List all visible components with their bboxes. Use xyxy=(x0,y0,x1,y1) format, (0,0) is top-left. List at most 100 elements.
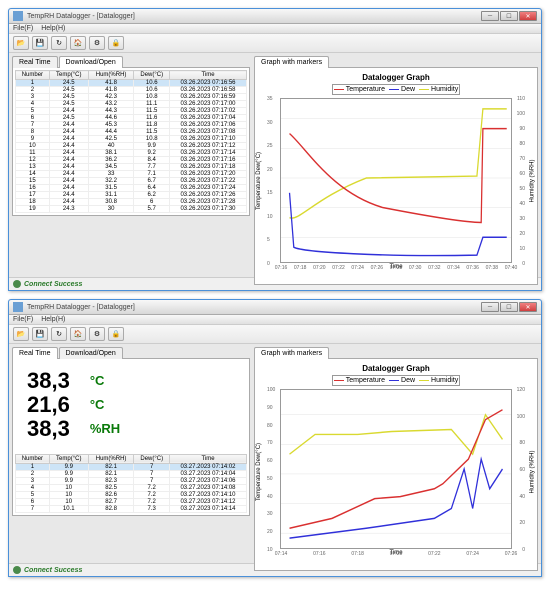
toolbar: 📂 💾 ↻ 🏠 ⚙ 🔒 xyxy=(9,34,541,53)
status-text: Connect Success xyxy=(24,281,82,288)
column-header[interactable]: Time xyxy=(170,71,247,80)
tab-realtime[interactable]: Real Time xyxy=(12,347,58,359)
save-icon[interactable]: 💾 xyxy=(32,327,48,341)
tab-graph[interactable]: Graph with markers xyxy=(254,56,329,68)
tab-realtime[interactable]: Real Time xyxy=(12,56,58,68)
titlebar[interactable]: TempRH Datalogger - [Datalogger] ─ ☐ ✕ xyxy=(9,300,541,315)
menu-help[interactable]: Help(H) xyxy=(41,25,65,32)
table-row[interactable]: 224.541.810.603.26.2023 07:16:58 xyxy=(16,87,247,94)
table-row[interactable]: 1524.432.26.703.26.2023 07:17:22 xyxy=(16,178,247,185)
table-row[interactable]: 29.982.1703.27.2023 07:14:04 xyxy=(16,470,247,477)
minimize-button[interactable]: ─ xyxy=(481,11,499,21)
table-row[interactable]: 51082.67.203.27.2023 07:14:10 xyxy=(16,491,247,498)
table-row[interactable]: 39.982.3703.27.2023 07:14:06 xyxy=(16,477,247,484)
column-header[interactable]: Dew(°C) xyxy=(134,71,170,80)
dew-reading: 21,6 xyxy=(27,393,70,417)
settings-icon[interactable]: ⚙ xyxy=(89,36,105,50)
table-row[interactable]: 1024.4409.903.26.2023 07:17:12 xyxy=(16,143,247,150)
column-header[interactable]: Hum(%RH) xyxy=(88,454,134,463)
table-row[interactable]: 124.541.810.603.26.2023 07:16:56 xyxy=(16,80,247,87)
status-icon xyxy=(13,280,21,288)
temp-reading: 38,3 xyxy=(27,369,70,393)
table-row[interactable]: 1324.434.57.703.26.2023 07:17:18 xyxy=(16,164,247,171)
table-row[interactable]: 1924.3305.703.26.2023 07:17:30 xyxy=(16,206,247,213)
menu-file[interactable]: File(F) xyxy=(13,25,33,32)
table-row[interactable]: 724.445.311.803.26.2023 07:17:06 xyxy=(16,122,247,129)
chart-area[interactable]: 10203040506070809010002040608010012007:1… xyxy=(280,389,512,549)
data-table: NumberTemp(°C)Hum(%RH)Dew(°C)Time 124.54… xyxy=(15,70,247,213)
graph-legend: Temperature Dew Humidity xyxy=(332,375,461,386)
legend-dew: Dew xyxy=(401,86,415,93)
y-axis-left-label: Temperature Dew(°C) xyxy=(256,152,262,210)
table-row[interactable]: 61082.77.203.27.2023 07:14:12 xyxy=(16,498,247,505)
table-row[interactable]: 824.444.411.503.26.2023 07:17:08 xyxy=(16,129,247,136)
column-header[interactable]: Temp(°C) xyxy=(49,71,88,80)
window-title: TempRH Datalogger - [Datalogger] xyxy=(27,13,481,20)
graph-title: Datalogger Graph xyxy=(258,73,534,82)
graph-legend: Temperature Dew Humidity xyxy=(332,84,461,95)
refresh-icon[interactable]: ↻ xyxy=(51,327,67,341)
toolbar: 📂 💾 ↻ 🏠 ⚙ 🔒 xyxy=(9,325,541,344)
menu-file[interactable]: File(F) xyxy=(13,316,33,323)
maximize-button[interactable]: ☐ xyxy=(500,302,518,312)
close-button[interactable]: ✕ xyxy=(519,302,537,312)
table-row[interactable]: 624.544.611.603.26.2023 07:17:04 xyxy=(16,115,247,122)
table-row[interactable]: 19.982.1703.27.2023 07:14:02 xyxy=(16,463,247,470)
lock-icon[interactable]: 🔒 xyxy=(108,327,124,341)
menu-help[interactable]: Help(H) xyxy=(41,316,65,323)
minimize-button[interactable]: ─ xyxy=(481,302,499,312)
table-row[interactable]: 524.444.311.503.26.2023 07:17:02 xyxy=(16,108,247,115)
table-row[interactable]: 924.442.510.803.26.2023 07:17:10 xyxy=(16,136,247,143)
app-icon xyxy=(13,11,23,21)
close-button[interactable]: ✕ xyxy=(519,11,537,21)
table-row[interactable]: 41082.57.203.27.2023 07:14:08 xyxy=(16,484,247,491)
window-title: TempRH Datalogger - [Datalogger] xyxy=(27,304,481,311)
big-readings: 38,3°C 21,6°C 38,3%RH xyxy=(15,361,247,450)
table-row[interactable]: 710.182.87.303.27.2023 07:14:14 xyxy=(16,505,247,512)
main-window-2: TempRH Datalogger - [Datalogger] ─ ☐ ✕ F… xyxy=(8,299,542,577)
open-icon[interactable]: 📂 xyxy=(13,327,29,341)
app-icon xyxy=(13,302,23,312)
status-icon xyxy=(13,566,21,574)
y-axis-right-label: Humidity (%RH) xyxy=(529,159,535,202)
table-row[interactable]: 1824.430.8603.26.2023 07:17:28 xyxy=(16,199,247,206)
column-header[interactable]: Temp(°C) xyxy=(49,454,88,463)
table-row[interactable]: 1724.431.16.203.26.2023 07:17:26 xyxy=(16,192,247,199)
tab-graph[interactable]: Graph with markers xyxy=(254,347,329,359)
table-row[interactable]: 1124.438.19.203.26.2023 07:17:14 xyxy=(16,150,247,157)
home-icon[interactable]: 🏠 xyxy=(70,36,86,50)
column-header[interactable]: Number xyxy=(16,454,50,463)
table-row[interactable]: 1424.4337.103.26.2023 07:17:20 xyxy=(16,171,247,178)
tab-download[interactable]: Download/Open xyxy=(59,347,123,359)
main-window-1: TempRH Datalogger - [Datalogger] ─ ☐ ✕ F… xyxy=(8,8,542,291)
menubar: File(F) Help(H) xyxy=(9,24,541,34)
titlebar[interactable]: TempRH Datalogger - [Datalogger] ─ ☐ ✕ xyxy=(9,9,541,24)
lock-icon[interactable]: 🔒 xyxy=(108,36,124,50)
status-text: Connect Success xyxy=(24,567,82,574)
maximize-button[interactable]: ☐ xyxy=(500,11,518,21)
table-row[interactable]: 424.543.211.103.26.2023 07:17:00 xyxy=(16,101,247,108)
tab-download[interactable]: Download/Open xyxy=(59,56,123,68)
graph-panel: Datalogger Graph Temperature Dew Humidit… xyxy=(254,67,538,285)
legend-hum: Humidity xyxy=(431,86,458,93)
graph-title: Datalogger Graph xyxy=(258,364,534,373)
column-header[interactable]: Time xyxy=(170,454,247,463)
graph-panel: Datalogger Graph Temperature Dew Humidit… xyxy=(254,358,538,571)
table-row[interactable]: 1624.431.56.403.26.2023 07:17:24 xyxy=(16,185,247,192)
chart-area[interactable]: 0510152025303501020304050607080901001100… xyxy=(280,98,512,263)
data-table-pane: NumberTemp(°C)Hum(%RH)Dew(°C)Time 124.54… xyxy=(12,67,250,216)
table-row[interactable]: 324.542.310.803.26.2023 07:16:59 xyxy=(16,94,247,101)
table-row[interactable]: 1224.436.28.403.26.2023 07:17:16 xyxy=(16,157,247,164)
settings-icon[interactable]: ⚙ xyxy=(89,327,105,341)
column-header[interactable]: Dew(°C) xyxy=(134,454,170,463)
save-icon[interactable]: 💾 xyxy=(32,36,48,50)
hum-unit: %RH xyxy=(90,422,120,436)
realtime-pane: 38,3°C 21,6°C 38,3%RH NumberTemp(°C)Hum(… xyxy=(12,358,250,516)
refresh-icon[interactable]: ↻ xyxy=(51,36,67,50)
legend-temp: Temperature xyxy=(346,86,385,93)
menubar: File(F) Help(H) xyxy=(9,315,541,325)
column-header[interactable]: Number xyxy=(16,71,50,80)
open-icon[interactable]: 📂 xyxy=(13,36,29,50)
column-header[interactable]: Hum(%RH) xyxy=(88,71,134,80)
home-icon[interactable]: 🏠 xyxy=(70,327,86,341)
